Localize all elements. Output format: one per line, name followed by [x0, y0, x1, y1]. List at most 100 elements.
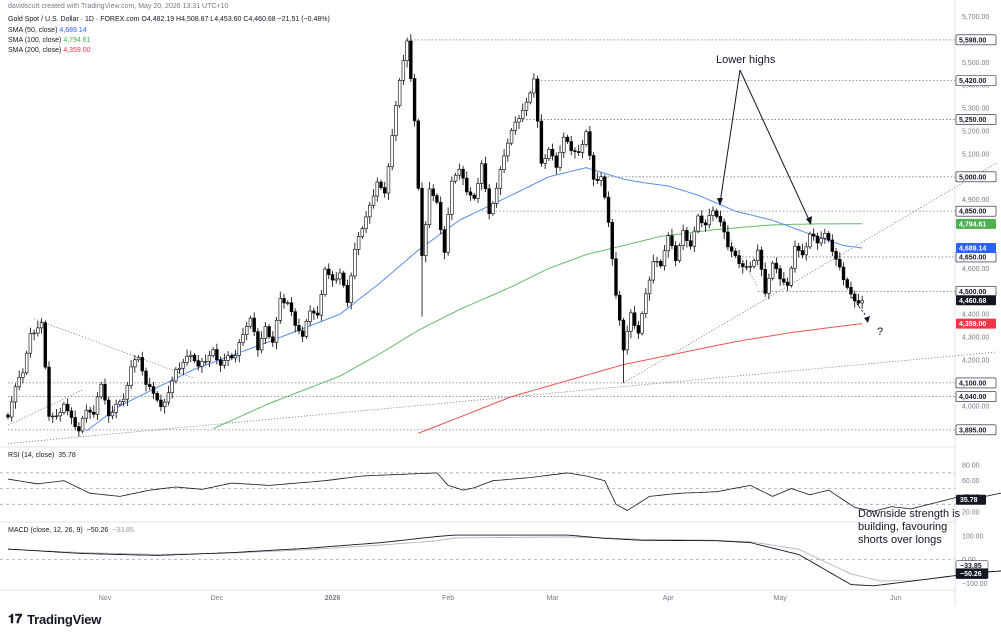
candle-body[interactable] — [420, 187, 424, 256]
candle-body[interactable] — [662, 250, 667, 267]
candle-body[interactable] — [203, 361, 208, 363]
candle-body[interactable] — [532, 78, 536, 94]
candle-body[interactable] — [133, 359, 137, 368]
candle-body[interactable] — [826, 233, 831, 241]
candle-body[interactable] — [498, 169, 503, 189]
candle-body[interactable] — [513, 121, 517, 131]
candle-body[interactable] — [185, 356, 189, 363]
candle-body[interactable] — [543, 158, 547, 164]
candle-body[interactable] — [696, 215, 700, 232]
candle-body[interactable] — [491, 203, 495, 214]
candle-body[interactable] — [845, 279, 849, 288]
candle-body[interactable] — [99, 383, 103, 398]
candle-body[interactable] — [118, 401, 122, 405]
candle-body[interactable] — [405, 40, 409, 61]
candle-body[interactable] — [21, 372, 25, 378]
candle-body[interactable] — [741, 263, 745, 268]
rsi-legend[interactable]: RSI (14, close) 35.78 — [8, 452, 76, 459]
candle-body[interactable] — [614, 258, 618, 296]
macd-legend[interactable]: MACD (close, 12, 26, 9) −50.26 −33.85 — [8, 527, 134, 534]
candle-body[interactable] — [54, 415, 59, 417]
candle-body[interactable] — [92, 411, 96, 415]
candle-body[interactable] — [759, 249, 764, 270]
candle-body[interactable] — [744, 266, 749, 268]
candle-body[interactable] — [535, 78, 540, 122]
candle-body[interactable] — [360, 228, 365, 237]
candle-body[interactable] — [189, 354, 193, 357]
candle-body[interactable] — [345, 285, 350, 303]
candle-body[interactable] — [655, 261, 659, 263]
candle-body[interactable] — [524, 101, 529, 111]
candle-body[interactable] — [711, 210, 715, 216]
candle-body[interactable] — [159, 399, 163, 408]
sma50-legend[interactable]: SMA (50, close) 4,689.14 — [8, 27, 87, 34]
candle-body[interactable] — [517, 118, 521, 123]
candle-body[interactable] — [782, 278, 786, 283]
candle-body[interactable] — [58, 412, 62, 417]
candle-body[interactable] — [278, 298, 282, 321]
candle-body[interactable] — [811, 233, 816, 237]
candle-body[interactable] — [767, 277, 771, 294]
candle-body[interactable] — [259, 337, 264, 351]
candle-body[interactable] — [823, 233, 827, 239]
candle-body[interactable] — [379, 181, 383, 188]
candle-body[interactable] — [599, 176, 603, 181]
candle-body[interactable] — [386, 166, 391, 194]
candle-body[interactable] — [312, 310, 316, 314]
candle-body[interactable] — [726, 231, 730, 248]
candle-body[interactable] — [308, 310, 312, 322]
candle-body[interactable] — [584, 131, 588, 145]
candle-body[interactable] — [114, 403, 118, 413]
candle-body[interactable] — [177, 367, 182, 370]
candle-body[interactable] — [797, 245, 801, 251]
candle-body[interactable] — [327, 268, 331, 275]
candle-body[interactable] — [43, 322, 48, 368]
candle-body[interactable] — [338, 272, 342, 280]
candle-body[interactable] — [494, 187, 499, 204]
candle-body[interactable] — [659, 261, 663, 267]
candle-body[interactable] — [506, 142, 510, 157]
candle-body[interactable] — [591, 155, 596, 180]
candle-body[interactable] — [401, 60, 406, 81]
candle-body[interactable] — [237, 342, 241, 356]
candle-body[interactable] — [73, 417, 77, 427]
candle-body[interactable] — [722, 221, 726, 233]
candle-body[interactable] — [793, 245, 797, 269]
candle-body[interactable] — [412, 78, 417, 122]
candle-body[interactable] — [323, 268, 327, 295]
candle-body[interactable] — [293, 311, 297, 326]
candle-body[interactable] — [148, 384, 152, 387]
candle-body[interactable] — [629, 312, 633, 332]
candle-body[interactable] — [144, 370, 148, 385]
candle-body[interactable] — [800, 250, 805, 256]
candle-body[interactable] — [170, 380, 174, 394]
candle-body[interactable] — [356, 236, 361, 250]
candle-body[interactable] — [230, 355, 234, 359]
candle-body[interactable] — [595, 179, 600, 181]
candle-body[interactable] — [461, 168, 465, 179]
candle-body[interactable] — [103, 383, 107, 401]
candle-body[interactable] — [562, 136, 566, 153]
candle-body[interactable] — [521, 110, 525, 119]
candle-body[interactable] — [770, 262, 775, 279]
candle-body[interactable] — [315, 312, 320, 316]
candle-body[interactable] — [707, 215, 711, 226]
candle-body[interactable] — [841, 266, 846, 280]
candle-body[interactable] — [853, 293, 857, 301]
candle-body[interactable] — [666, 235, 670, 252]
candle-body[interactable] — [465, 177, 469, 193]
candle-body[interactable] — [28, 333, 33, 354]
candle-body[interactable] — [174, 369, 178, 382]
candle-body[interactable] — [215, 349, 219, 361]
candle-body[interactable] — [13, 386, 18, 403]
candle-body[interactable] — [300, 330, 305, 337]
candle-body[interactable] — [84, 409, 89, 419]
candle-body[interactable] — [785, 281, 790, 286]
candle-body[interactable] — [644, 293, 648, 314]
candle-body[interactable] — [155, 393, 159, 401]
candle-body[interactable] — [297, 325, 301, 332]
candle-body[interactable] — [375, 181, 379, 197]
candle-body[interactable] — [438, 201, 443, 230]
candle-body[interactable] — [95, 396, 100, 415]
candle-body[interactable] — [69, 410, 74, 418]
